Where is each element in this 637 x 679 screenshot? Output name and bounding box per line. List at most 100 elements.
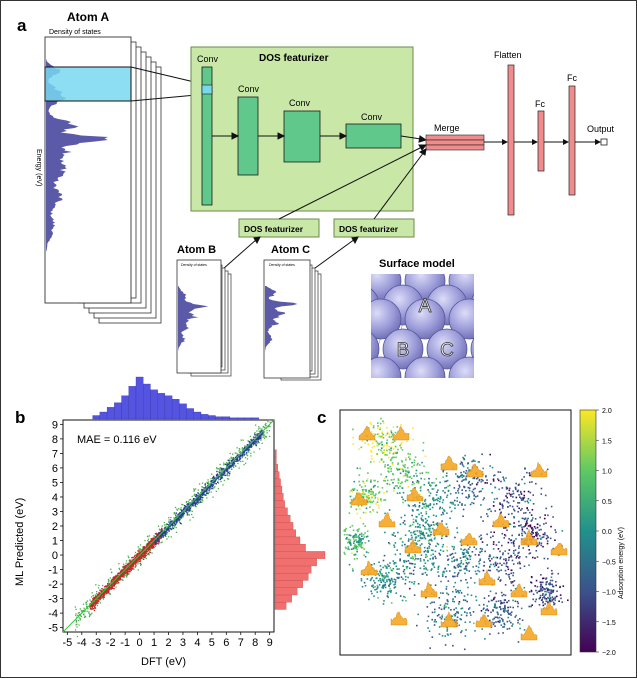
tsne-point bbox=[352, 570, 354, 572]
tsne-point bbox=[484, 551, 486, 553]
tsne-point bbox=[533, 593, 535, 595]
scatter-point bbox=[157, 540, 158, 541]
tsne-point bbox=[423, 442, 425, 444]
tsne-point bbox=[401, 517, 403, 519]
tsne-point bbox=[350, 535, 352, 537]
tsne-point bbox=[422, 450, 424, 452]
tsne-point bbox=[388, 449, 390, 451]
tsne-point bbox=[505, 570, 507, 572]
right-histogram-bar bbox=[275, 573, 308, 580]
scatter-point bbox=[109, 587, 110, 588]
scatter-point bbox=[208, 481, 209, 482]
scatter-point bbox=[106, 593, 107, 594]
tsne-point bbox=[508, 542, 510, 544]
scatter-point bbox=[108, 588, 109, 589]
fc-layer-1 bbox=[538, 111, 544, 171]
tsne-point bbox=[445, 603, 447, 605]
tsne-point bbox=[393, 560, 395, 562]
tsne-point bbox=[362, 538, 364, 540]
tsne-point bbox=[441, 538, 443, 540]
tsne-point bbox=[452, 502, 454, 504]
tsne-point bbox=[465, 635, 467, 637]
scatter-point bbox=[250, 455, 251, 456]
tsne-point bbox=[386, 445, 388, 447]
tsne-point bbox=[509, 549, 511, 551]
scatter-point bbox=[75, 615, 76, 616]
tsne-point bbox=[487, 615, 489, 617]
x-tick-label: -2 bbox=[106, 637, 116, 649]
tsne-point bbox=[504, 599, 506, 601]
tsne-point bbox=[380, 569, 382, 571]
scatter-point bbox=[219, 470, 220, 471]
tsne-point bbox=[546, 598, 548, 600]
scatter-point bbox=[118, 573, 119, 574]
tsne-point bbox=[532, 509, 534, 511]
tsne-point bbox=[431, 619, 433, 621]
scatter-point bbox=[111, 587, 112, 588]
right-histogram-bar bbox=[275, 522, 293, 529]
atom-a-highlight-window bbox=[45, 67, 131, 101]
tsne-point bbox=[357, 490, 359, 492]
tsne-point bbox=[452, 645, 454, 647]
tsne-point bbox=[551, 584, 553, 586]
tsne-point bbox=[505, 477, 507, 479]
tsne-point bbox=[462, 493, 464, 495]
tsne-point bbox=[449, 554, 451, 556]
tsne-point bbox=[442, 574, 444, 576]
tsne-point bbox=[425, 572, 427, 574]
tsne-point bbox=[526, 556, 528, 558]
tsne-point bbox=[406, 561, 408, 563]
tsne-point bbox=[397, 573, 399, 575]
tsne-point bbox=[490, 564, 492, 566]
merge-row-3 bbox=[426, 145, 484, 150]
right-histogram-bar bbox=[275, 551, 325, 558]
tsne-point bbox=[428, 506, 430, 508]
right-histogram-bar bbox=[275, 537, 300, 544]
tsne-point bbox=[381, 587, 383, 589]
tsne-point bbox=[435, 584, 437, 586]
scatter-point bbox=[84, 608, 85, 609]
tsne-point bbox=[451, 558, 453, 560]
top-histogram bbox=[93, 377, 259, 419]
scatter-point bbox=[233, 457, 234, 458]
scatter-point bbox=[250, 439, 251, 440]
tsne-point bbox=[398, 479, 400, 481]
tsne-point bbox=[425, 562, 427, 564]
tsne-point bbox=[374, 485, 376, 487]
scatter-point bbox=[170, 519, 171, 520]
tsne-point bbox=[509, 578, 511, 580]
tsne-point bbox=[506, 563, 508, 565]
tsne-point bbox=[411, 537, 413, 539]
tsne-point bbox=[539, 525, 541, 527]
scatter-point bbox=[176, 532, 177, 533]
tsne-point bbox=[399, 492, 401, 494]
top-histogram-bar bbox=[252, 418, 259, 419]
tsne-point bbox=[436, 499, 438, 501]
tsne-point bbox=[480, 548, 482, 550]
tsne-point bbox=[535, 601, 537, 603]
tsne-point bbox=[543, 605, 545, 607]
scatter-point bbox=[172, 527, 173, 528]
tsne-point bbox=[454, 582, 456, 584]
tsne-point bbox=[362, 440, 364, 442]
tsne-point bbox=[403, 492, 405, 494]
tsne-point bbox=[350, 506, 352, 508]
tsne-point bbox=[495, 557, 497, 559]
tsne-point bbox=[460, 632, 462, 634]
tsne-point bbox=[525, 512, 527, 514]
tsne-point bbox=[510, 590, 512, 592]
scatter-point bbox=[155, 546, 156, 547]
tsne-point bbox=[537, 556, 539, 558]
tsne-point bbox=[518, 545, 520, 547]
tsne-point bbox=[408, 486, 410, 488]
tsne-point bbox=[491, 492, 493, 494]
tsne-point bbox=[516, 497, 518, 499]
tsne-point bbox=[426, 574, 428, 576]
tsne-point bbox=[427, 547, 429, 549]
mae-annotation: MAE = 0.116 eV bbox=[77, 434, 157, 446]
tsne-point bbox=[454, 596, 456, 598]
scatter-point bbox=[84, 617, 85, 618]
scatter-point bbox=[261, 434, 262, 435]
tsne-point bbox=[466, 550, 468, 552]
tsne-point bbox=[460, 557, 462, 559]
